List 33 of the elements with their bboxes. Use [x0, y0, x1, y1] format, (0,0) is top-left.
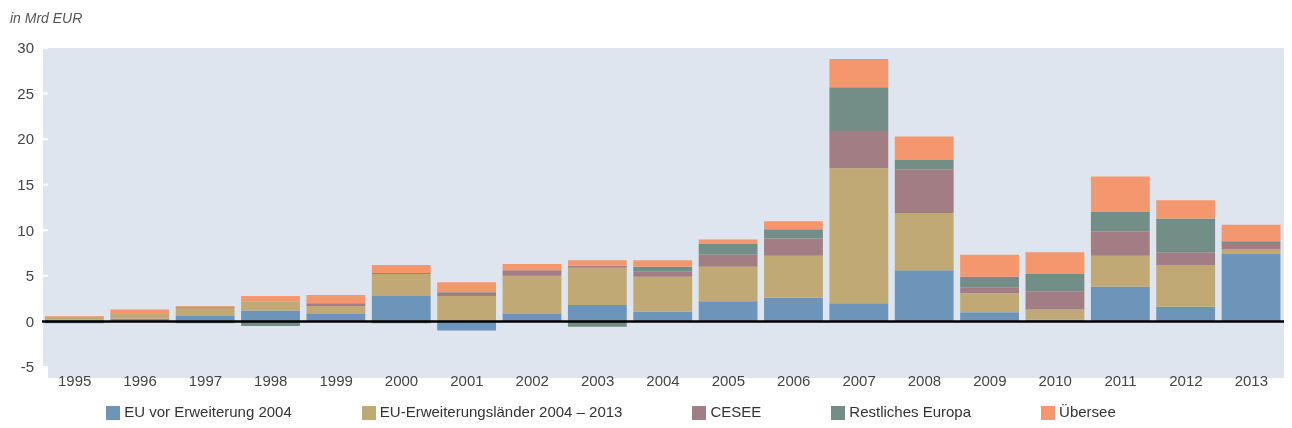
x-tick-label: 1996: [123, 371, 157, 389]
legend-label: EU-Erweiterungsländer 2004 – 2013: [379, 402, 623, 420]
y-tick-label: 15: [17, 176, 34, 194]
x-tick-label: 2005: [711, 371, 746, 389]
legend-label: EU vor Erweiterung 2004: [124, 402, 292, 420]
legend-label: CESEE: [710, 402, 762, 420]
x-tick-label: 2001: [450, 371, 484, 389]
x-tick-label: 2012: [1169, 371, 1203, 389]
x-tick-label: 2004: [646, 371, 680, 389]
x-tick-label: 2010: [1038, 371, 1072, 389]
legend-label: Übersee: [1059, 402, 1116, 420]
y-tick-label: 30: [17, 39, 34, 57]
x-tick-label: 1997: [188, 371, 223, 389]
y-tick-label: 5: [25, 267, 34, 285]
x-tick-label: 1998: [254, 371, 288, 389]
x-tick-label: 2003: [580, 371, 615, 389]
y-tick-label: 10: [17, 221, 34, 239]
x-tick-label: 2007: [842, 371, 876, 389]
x-tick-label: 2002: [515, 371, 549, 389]
x-tick-label: 2013: [1234, 371, 1268, 389]
y-tick-label: 20: [17, 130, 34, 148]
y-tick-label: 0: [25, 312, 34, 330]
x-tick-label: 2000: [384, 371, 419, 389]
y-tick-label: -5: [20, 358, 34, 376]
legend-label: Restliches Europa: [849, 402, 972, 420]
y-tick-label: 25: [17, 84, 34, 102]
x-tick-label: 2009: [973, 371, 1007, 389]
x-tick-label: 2008: [907, 371, 942, 389]
y-axis-title: in Mrd EUR: [10, 10, 83, 26]
x-tick-label: 1995: [58, 371, 92, 389]
x-tick-label: 2011: [1104, 371, 1137, 389]
x-tick-label: 2006: [777, 371, 811, 389]
x-tick-label: 1999: [319, 371, 353, 389]
